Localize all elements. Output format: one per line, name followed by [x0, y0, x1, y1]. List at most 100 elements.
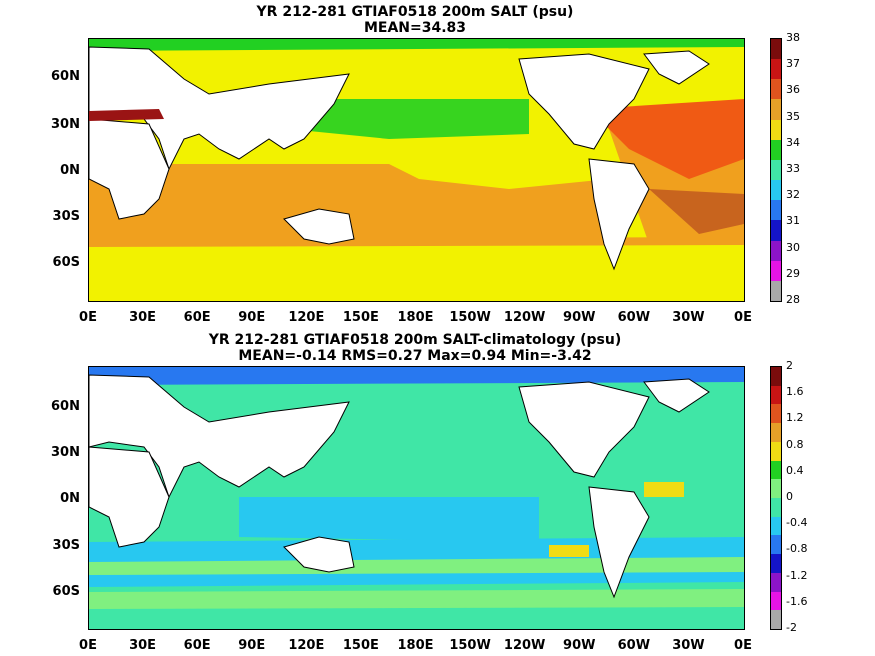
colorbar-label: 28: [786, 293, 800, 306]
antarctic-green: [89, 589, 744, 609]
lat-label-60n: 60N: [51, 399, 80, 414]
positive-anomaly-pacific: [549, 545, 589, 557]
lon-label: 60W: [617, 310, 651, 325]
lon-label: 90W: [563, 638, 596, 653]
lon-label: 0E: [734, 638, 752, 653]
positive-anomaly-atlantic: [644, 482, 684, 497]
colorbar-segment: [771, 159, 781, 181]
colorbar-label: 38: [786, 31, 800, 44]
lon-label: 180E: [397, 638, 434, 653]
colorbar-segment: [771, 535, 781, 555]
lon-label: 0E: [79, 310, 97, 325]
greenland: [643, 50, 710, 85]
lon-label: 90W: [563, 310, 596, 325]
lat-label-60s: 60S: [52, 584, 80, 599]
colorbar-segment: [771, 479, 781, 499]
south-america: [588, 486, 650, 599]
colorbar-label: -1.6: [786, 594, 808, 608]
land-masses: [89, 374, 710, 599]
green-band: [89, 557, 744, 575]
colorbar-segment: [771, 280, 781, 302]
panel1-subtitle: MEAN=34.83: [363, 20, 467, 36]
colorbar-segment: [771, 200, 781, 221]
colorbar-segment: [771, 441, 781, 462]
orange-band: [89, 164, 609, 244]
colorbar-segment: [771, 260, 781, 282]
colorbar-segment: [771, 516, 781, 536]
south-america: [588, 158, 650, 271]
panel2-subtitle: MEAN=-0.14 RMS=0.27 Max=0.94 Min=-3.42: [238, 348, 592, 364]
colorbar-segment: [771, 385, 781, 405]
lon-label: 90E: [238, 638, 266, 653]
lat-label-30n: 30N: [51, 117, 80, 132]
colorbar-label: 2: [786, 359, 793, 372]
colorbar-label: 34: [786, 135, 800, 149]
africa: [89, 446, 170, 548]
colorbar-segment: [771, 240, 781, 262]
lat-label-0n: 0N: [60, 491, 80, 506]
colorbar-label: 0: [786, 490, 793, 503]
north-america: [518, 53, 650, 150]
colorbar-label: 1.6: [786, 385, 804, 399]
colorbar-segment: [771, 180, 781, 201]
greenland: [643, 378, 710, 413]
colorbar-segment: [771, 572, 781, 593]
southern-yellow: [89, 244, 744, 301]
lon-label: 150E: [342, 638, 379, 653]
colorbar-label: 36: [786, 83, 800, 97]
colorbar-segment: [771, 423, 781, 443]
colorbar-segment: [771, 39, 781, 60]
colorbar-label: 29: [786, 266, 800, 280]
colorbar-segment: [771, 610, 781, 630]
north-america: [518, 381, 650, 478]
lon-label: 150W: [449, 310, 491, 325]
colorbar-salinity: [770, 38, 782, 302]
lon-label: 30W: [672, 310, 705, 325]
colorbar-label: -0.8: [786, 542, 808, 556]
lon-label: 0E: [734, 310, 752, 325]
lon-label: 60W: [617, 638, 651, 653]
anomaly-field: [89, 367, 744, 629]
colorbar-segment: [771, 220, 781, 242]
pacific-tropical: [239, 497, 539, 542]
colorbar-label: -2: [786, 621, 797, 634]
colorbar-segment: [771, 498, 781, 518]
australia: [283, 208, 355, 245]
australia: [283, 536, 355, 573]
lon-label: 60E: [183, 638, 211, 653]
colorbar-label: 32: [786, 188, 800, 202]
lat-label-0n: 0N: [60, 163, 80, 178]
antarctic-orange-strip: [89, 237, 744, 247]
lat-label-30n: 30N: [51, 445, 80, 460]
lat-label-30s: 30S: [52, 538, 80, 553]
lon-label: 60E: [183, 310, 211, 325]
lon-label: 150W: [449, 638, 491, 653]
anomaly-map[interactable]: [88, 366, 745, 630]
salinity-field: [89, 39, 744, 301]
lon-label: 120W: [503, 310, 546, 325]
lon-label: 0E: [79, 638, 97, 653]
lat-label-60s: 60S: [52, 255, 80, 270]
land-masses: [89, 46, 710, 271]
colorbar-segment: [771, 404, 781, 424]
colorbar-segment: [771, 554, 781, 574]
colorbar-label: 0.4: [786, 463, 804, 477]
colorbar-label: 0.8: [786, 437, 804, 451]
colorbar-segment: [771, 59, 781, 80]
lon-label: 30E: [129, 310, 157, 325]
africa: [89, 118, 170, 220]
colorbar-label: 33: [786, 162, 800, 175]
mediterranean: [89, 109, 164, 121]
panel2-title: YR 212-281 GTIAF0518 200m SALT-climatolo…: [208, 332, 622, 348]
colorbar-label: 30: [786, 240, 800, 254]
lon-label: 120W: [503, 638, 546, 653]
lon-label: 90E: [238, 310, 266, 325]
colorbar-segment: [771, 79, 781, 100]
salinity-map[interactable]: [88, 38, 745, 302]
colorbar-label: 1.2: [786, 411, 804, 425]
south-atlantic-max: [649, 189, 744, 234]
lon-label: 30E: [129, 638, 157, 653]
arctic: [89, 367, 744, 385]
colorbar-label: 31: [786, 214, 800, 228]
colorbar-label: -1.2: [786, 568, 808, 582]
